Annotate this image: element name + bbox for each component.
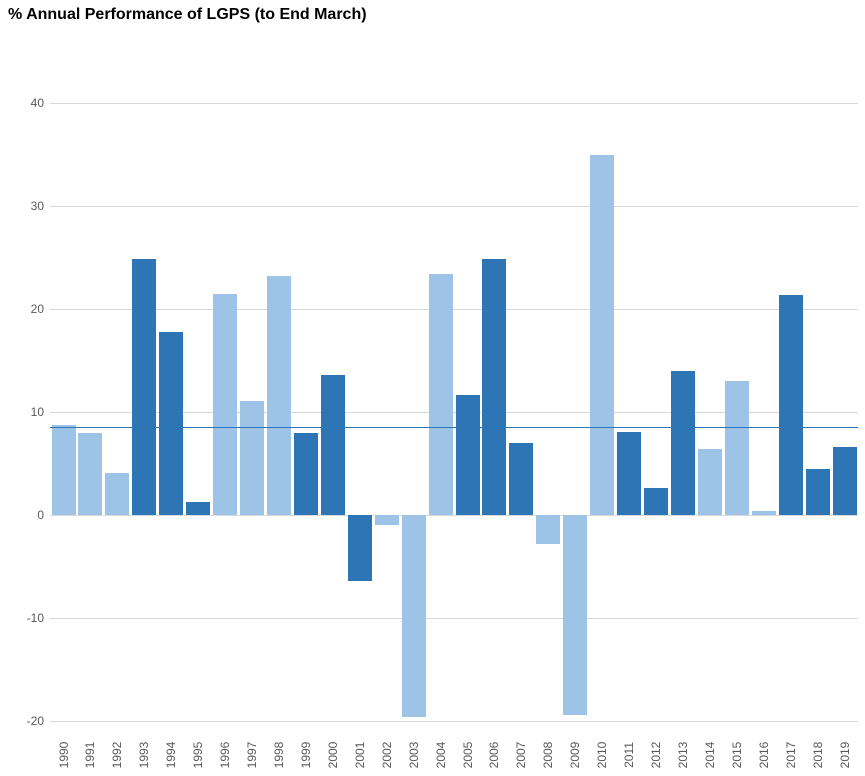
bar-2002 xyxy=(374,515,399,526)
y-axis-tick--10: -10 xyxy=(26,611,44,625)
x-axis-label-2007: 2007 xyxy=(514,741,529,769)
x-axis-label-1992: 1992 xyxy=(110,741,125,769)
x-axis-label-2019: 2019 xyxy=(837,741,852,769)
x-axis-label-2010: 2010 xyxy=(595,741,610,769)
x-axis-label-2004: 2004 xyxy=(433,741,448,769)
bar-2015 xyxy=(724,381,749,515)
x-axis-label-2016: 2016 xyxy=(756,741,771,769)
y-axis-tick-0: 0 xyxy=(37,508,44,522)
bar-1993 xyxy=(132,258,157,515)
gridline-0 xyxy=(50,515,858,516)
bar-2003 xyxy=(401,515,426,717)
y-axis-tick-40: 40 xyxy=(30,96,44,110)
gridline-30 xyxy=(50,206,858,207)
gridline-10 xyxy=(50,412,858,413)
bar-2005 xyxy=(455,394,480,515)
bar-2000 xyxy=(320,374,345,515)
bar-1995 xyxy=(186,501,211,515)
x-axis-label-1996: 1996 xyxy=(218,741,233,769)
x-axis-label-2018: 2018 xyxy=(810,741,825,769)
bar-2011 xyxy=(617,431,642,515)
gridline--20 xyxy=(50,721,858,722)
bar-2009 xyxy=(563,515,588,715)
bar-1998 xyxy=(266,276,291,515)
x-axis-label-2009: 2009 xyxy=(568,741,583,769)
x-axis-label-2012: 2012 xyxy=(649,741,663,769)
gridline--10 xyxy=(50,618,858,619)
bar-2006 xyxy=(482,258,507,515)
bar-2019 xyxy=(832,447,857,515)
x-axis-label-2008: 2008 xyxy=(541,741,556,769)
bar-1994 xyxy=(159,331,184,515)
x-axis-label-2005: 2005 xyxy=(460,741,475,769)
bar-2010 xyxy=(590,154,615,515)
bar-2014 xyxy=(697,449,722,515)
x-axis-label-2006: 2006 xyxy=(487,741,502,769)
x-axis-label-2011: 2011 xyxy=(622,742,637,768)
x-axis-label-2000: 2000 xyxy=(325,741,340,769)
x-axis-label-2015: 2015 xyxy=(729,741,744,769)
chart-title: % Annual Performance of LGPS (to End Mar… xyxy=(8,6,367,23)
x-axis-label-1999: 1999 xyxy=(298,741,313,769)
bar-2013 xyxy=(670,370,695,515)
x-axis-label-2001: 2001 xyxy=(352,741,367,769)
x-axis-label-1995: 1995 xyxy=(191,741,206,769)
bar-1990 xyxy=(51,425,76,515)
x-axis-label-1991: 1991 xyxy=(83,741,98,769)
x-axis-label-2013: 2013 xyxy=(675,741,690,769)
bar-2016 xyxy=(751,510,776,515)
bar-1997 xyxy=(240,400,264,515)
gridline-20 xyxy=(50,309,858,310)
bar-2018 xyxy=(805,468,830,516)
bar-2012 xyxy=(644,488,668,515)
average-line xyxy=(50,427,858,428)
x-axis-label-1998: 1998 xyxy=(271,741,286,769)
x-axis-label-1994: 1994 xyxy=(164,741,179,769)
bar-1992 xyxy=(105,472,130,515)
x-axis-label-2002: 2002 xyxy=(379,741,394,769)
bar-1996 xyxy=(213,293,238,516)
bar-2008 xyxy=(536,515,561,544)
y-axis-tick-30: 30 xyxy=(30,199,44,213)
x-axis-label-1990: 1990 xyxy=(56,741,71,769)
y-axis-tick-10: 10 xyxy=(30,405,44,419)
x-axis-label-2003: 2003 xyxy=(406,741,421,769)
bar-2004 xyxy=(428,274,453,515)
bar-1999 xyxy=(293,432,318,515)
bar-2001 xyxy=(347,515,372,581)
bar-1991 xyxy=(78,432,103,515)
bar-2017 xyxy=(778,294,803,515)
x-axis-label-1993: 1993 xyxy=(137,741,152,769)
x-axis-label-2014: 2014 xyxy=(702,741,717,769)
y-axis-tick--20: -20 xyxy=(26,714,44,728)
bar-2007 xyxy=(509,442,534,515)
y-axis-tick-20: 20 xyxy=(30,302,44,316)
plot-area: 40 30 20 10 0 -10 -20 1990 1991 1992 1993 1994 1995 1… xyxy=(27,96,858,768)
x-axis-label-2017: 2017 xyxy=(783,741,798,769)
x-axis-label-1997: 1997 xyxy=(245,741,259,769)
gridline-40 xyxy=(50,103,858,104)
